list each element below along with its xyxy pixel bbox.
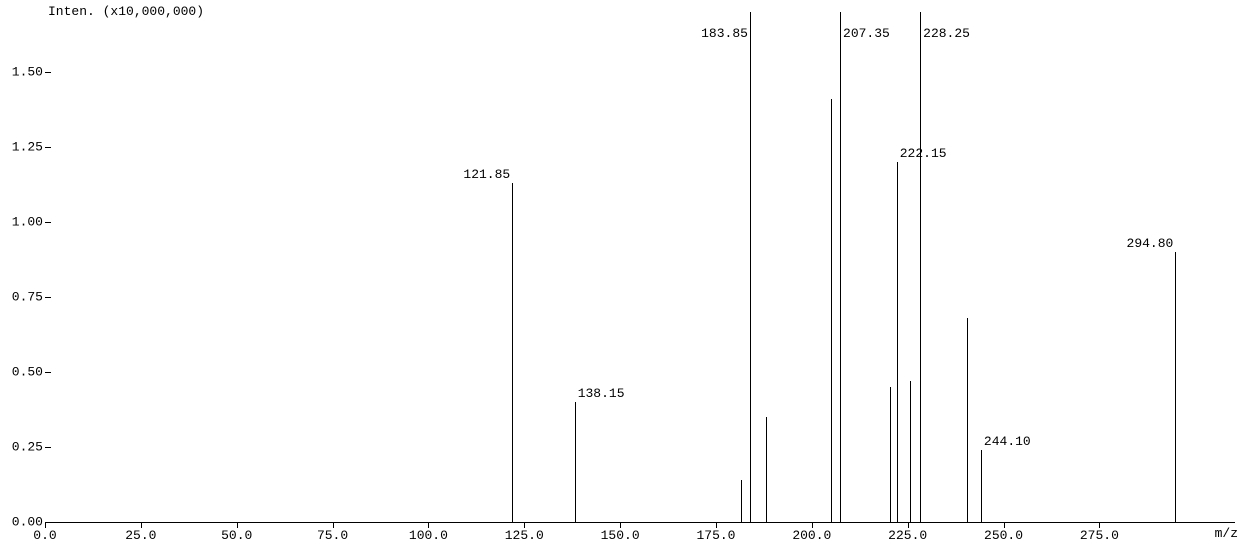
spectrum-peak <box>890 387 891 522</box>
spectrum-peak <box>831 99 832 522</box>
spectrum-peak <box>910 381 911 522</box>
spectrum-peak <box>741 480 742 522</box>
x-tick-label: 100.0 <box>409 528 448 543</box>
spectrum-peak <box>920 12 921 522</box>
x-tick-label: 275.0 <box>1080 528 1119 543</box>
spectrum-peak <box>575 402 576 522</box>
x-tick-label: 75.0 <box>317 528 348 543</box>
peak-label: 121.85 <box>463 167 510 182</box>
y-tick-label: 0.75 <box>12 290 43 305</box>
mass-spectrum-chart: Inten. (x10,000,000) m/z 121.85138.15183… <box>0 0 1240 547</box>
peak-label: 138.15 <box>578 386 625 401</box>
spectrum-peak <box>512 183 513 522</box>
peak-label: 244.10 <box>984 434 1031 449</box>
spectrum-peak <box>897 162 898 522</box>
peak-label: 222.15 <box>900 146 947 161</box>
spectrum-peak <box>981 450 982 522</box>
peak-label: 183.85 <box>701 26 748 41</box>
plot-area: 121.85 138.15 183.85 207.35 222.15 228.25 244.… <box>45 12 1235 523</box>
peak-label: 228.25 <box>923 26 970 41</box>
x-tick-label: 150.0 <box>601 528 640 543</box>
y-axis-line <box>45 12 46 522</box>
y-tick-label: 1.25 <box>12 140 43 155</box>
x-tick-label: 25.0 <box>125 528 156 543</box>
x-tick-label: 50.0 <box>221 528 252 543</box>
spectrum-peak <box>750 12 751 522</box>
y-tick-label: 0.50 <box>12 365 43 380</box>
y-tick-label: 0.25 <box>12 440 43 455</box>
peak-label: 207.35 <box>843 26 890 41</box>
x-tick-label: 225.0 <box>888 528 927 543</box>
x-tick-label: 200.0 <box>792 528 831 543</box>
x-tick-label: 0.0 <box>33 528 56 543</box>
x-tick-label: 175.0 <box>696 528 735 543</box>
spectrum-peak <box>766 417 767 522</box>
peak-label: 294.80 <box>1127 236 1174 251</box>
x-axis-title: m/z <box>1215 526 1238 541</box>
y-tick-label: 1.00 <box>12 215 43 230</box>
spectrum-peak <box>840 12 841 522</box>
y-tick-label: 1.50 <box>12 65 43 80</box>
x-tick-label: 125.0 <box>505 528 544 543</box>
spectrum-peak <box>1175 252 1176 522</box>
x-tick-label: 250.0 <box>984 528 1023 543</box>
spectrum-peak <box>967 318 968 522</box>
